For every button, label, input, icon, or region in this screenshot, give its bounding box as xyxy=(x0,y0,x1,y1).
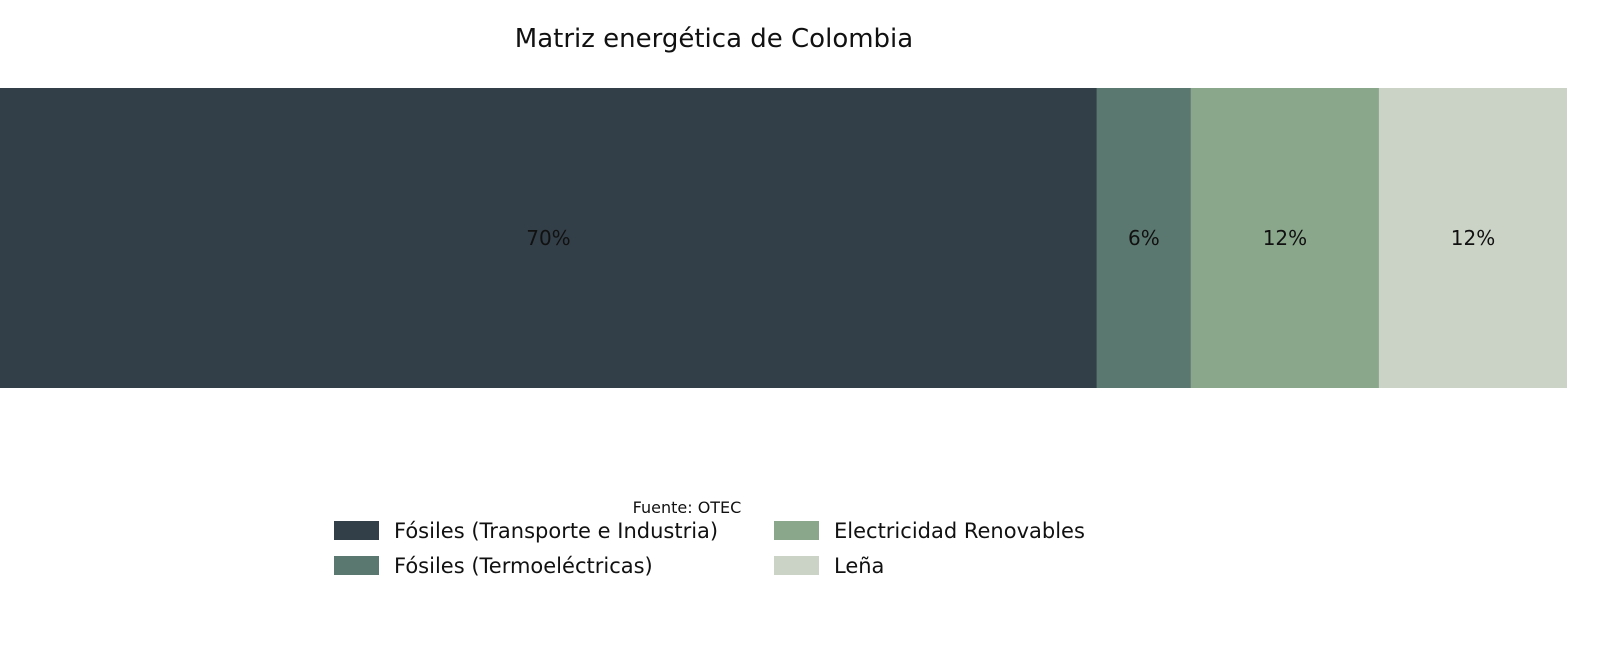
legend-label: Leña xyxy=(834,554,884,578)
bar-value-label: 12% xyxy=(1451,226,1495,250)
bar-segment xyxy=(1378,88,1567,388)
bar-segment xyxy=(1190,88,1379,388)
bar-value-label: 70% xyxy=(526,226,570,250)
legend-swatch xyxy=(334,521,379,540)
stacked-bar xyxy=(0,88,1567,388)
bar-segment xyxy=(0,88,1097,388)
legend: Fósiles (Transporte e Industria) Fósiles … xyxy=(334,519,1085,578)
bar-segment xyxy=(1096,88,1191,388)
legend-label: Electricidad Renovables xyxy=(834,519,1085,543)
legend-label: Fósiles (Transporte e Industria) xyxy=(394,519,718,543)
legend-swatch xyxy=(774,521,819,540)
legend-label: Fósiles (Termoeléctricas) xyxy=(394,554,653,578)
bar-value-label: 6% xyxy=(1128,226,1160,250)
bar-labels: 70% 6% 12% 12% xyxy=(526,226,1495,250)
bar-value-label: 12% xyxy=(1263,226,1307,250)
legend-swatch xyxy=(334,556,379,575)
legend-swatch xyxy=(774,556,819,575)
source-note: Fuente: OTEC xyxy=(633,498,742,517)
chart-title: Matriz energética de Colombia xyxy=(515,24,913,54)
